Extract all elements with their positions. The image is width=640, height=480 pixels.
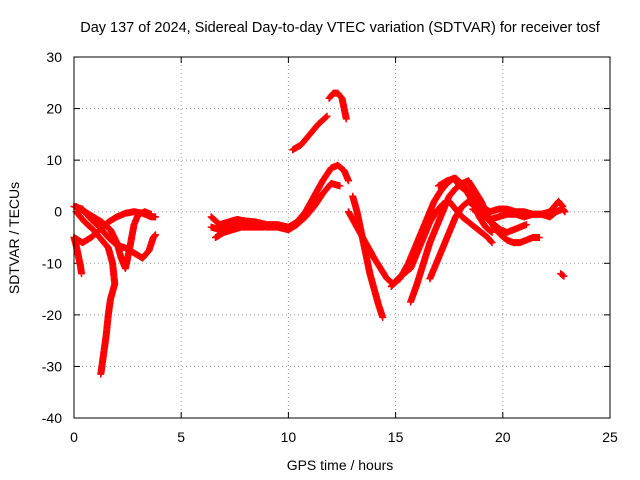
y-tick-label-1: -30	[42, 358, 62, 374]
series-track-i	[289, 112, 331, 154]
series-track-k	[349, 192, 387, 321]
series-track-j	[325, 89, 350, 123]
data-point-track-d-74	[151, 213, 159, 221]
data-point-track-o-123	[488, 239, 496, 247]
x-tick-label-4: 20	[495, 429, 511, 445]
data-point-track-r-2	[559, 271, 567, 279]
y-axis-label: SDTVAR / TECUs	[6, 182, 22, 294]
data-point-track-p-79	[561, 208, 569, 216]
y-tick-label-5: 10	[46, 152, 62, 168]
data-point-track-g-116	[336, 182, 344, 190]
y-tick-label-3: -10	[42, 255, 62, 271]
series-track-g	[207, 179, 344, 234]
data-point-track-i-36	[322, 113, 330, 121]
data-point-track-f-137	[344, 177, 352, 185]
x-tick-label-3: 15	[388, 429, 404, 445]
data-point-track-b-133	[97, 370, 105, 378]
data-point-track-h-39	[259, 223, 267, 231]
data-point-track-k-94	[379, 313, 387, 321]
data-point-track-m-179	[535, 234, 543, 241]
y-tick-label-4: 0	[54, 204, 62, 220]
data-point-track-a-89	[151, 231, 159, 239]
plot-points	[70, 89, 569, 378]
data-point-track-r-3	[560, 272, 568, 280]
data-point-track-o-122	[487, 238, 495, 246]
series-track-e	[72, 203, 155, 272]
series-track-q	[434, 174, 567, 218]
chart-title: Day 137 of 2024, Sidereal Day-to-day VTE…	[80, 20, 600, 36]
x-tick-label-1: 5	[177, 429, 185, 445]
data-point-track-j-30	[342, 115, 350, 123]
data-point-track-c-28	[78, 270, 86, 278]
series-track-h	[212, 223, 267, 241]
data-point-track-q-116	[559, 203, 567, 211]
y-tick-label-2: -20	[42, 307, 62, 323]
series-track-r	[557, 270, 568, 280]
series-track-f	[207, 161, 352, 231]
x-tick-label-0: 0	[70, 429, 78, 445]
data-point-track-i-37	[323, 112, 331, 120]
y-tick-label-6: 20	[46, 101, 62, 117]
tick-labels: 0 5 10 15 20 25 -40 -30 -20 -10 0 10 20 30	[42, 49, 618, 445]
data-point-track-n-115	[522, 221, 530, 229]
series-track-o	[387, 197, 496, 290]
x-axis-label: GPS time / hours	[287, 457, 394, 473]
data-point-track-q-115	[558, 202, 566, 210]
y-tick-label-7: 30	[46, 49, 62, 65]
y-tick-label-0: -40	[42, 410, 62, 426]
plot-frame	[73, 56, 611, 419]
x-tick-label-5: 25	[602, 429, 618, 445]
x-tick-label-2: 10	[281, 429, 297, 445]
data-point-track-l-203	[488, 228, 496, 236]
data-point-track-l-202	[487, 227, 495, 235]
data-point-track-e-115	[147, 210, 155, 218]
